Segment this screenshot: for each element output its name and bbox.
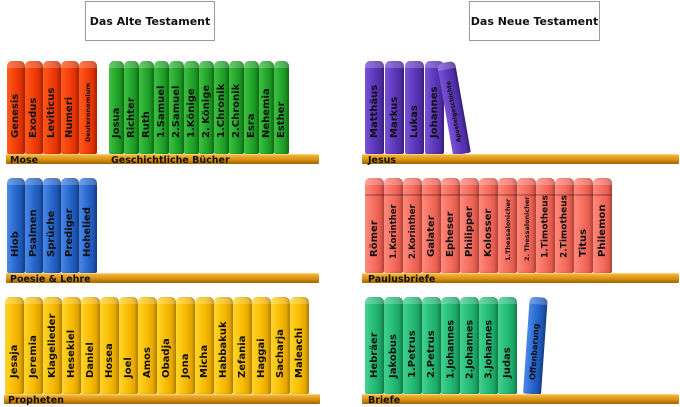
book-esther: Esther: [274, 61, 289, 154]
book-daniel: Daniel: [81, 297, 100, 394]
book-philipper: Philipper: [460, 178, 479, 273]
book-2-johannes: 2.Johannes: [460, 297, 479, 394]
book-1-chronik: 1.Chronik: [214, 61, 229, 154]
book-hosea: Hosea: [100, 297, 119, 394]
shelf-row-2-right: [362, 273, 679, 283]
book-2-petrus: 2.Petrus: [422, 297, 441, 394]
shelf-row-3-right: [362, 394, 679, 404]
shelf-label-propheten: Propheten: [8, 395, 64, 406]
book-prediger: Prediger: [61, 178, 79, 273]
book-zefania: Zefania: [233, 297, 252, 394]
book-1-korinther: 1.Korinther: [384, 178, 403, 273]
book-esra: Esra: [244, 61, 259, 154]
book-markus: Markus: [385, 61, 404, 154]
shelf-row-2-left: [6, 273, 319, 283]
book-2-thessalonicher: 2. Thessalonicher: [517, 178, 536, 273]
book-1-petrus: 1.Petrus: [403, 297, 422, 394]
new-testament-header: Das Neue Testament: [469, 1, 600, 41]
book-philemon: Philemon: [593, 178, 612, 273]
book-jona: Jona: [176, 297, 195, 394]
shelf-label-paulus: Paulusbriefe: [368, 274, 436, 285]
book-2-korinther: 2.Korinther: [403, 178, 422, 273]
book-hesekiel: Hesekiel: [62, 297, 81, 394]
book-joel: Joel: [119, 297, 138, 394]
book-kolosser: Kolosser: [479, 178, 498, 273]
book-deuteronomium: Deuteronomium: [79, 61, 97, 154]
book-1-koenige: 1.Könige: [184, 61, 199, 154]
book-haggai: Haggai: [252, 297, 271, 394]
book-2-chronik: 2.Chronik: [229, 61, 244, 154]
book-1-samuel: 1.Samuel: [154, 61, 169, 154]
book-2-samuel: 2.Samuel: [169, 61, 184, 154]
book-ruth: Ruth: [139, 61, 154, 154]
shelf-row-1-left: [6, 154, 319, 164]
book-psalmen: Psalmen: [25, 178, 43, 273]
book-jesaja: Jesaja: [5, 297, 24, 394]
book-obadja: Obadja: [157, 297, 176, 394]
book-josua: Josua: [109, 61, 124, 154]
book-jeremia: Jeremia: [24, 297, 43, 394]
new-testament-title: Das Neue Testament: [470, 14, 599, 28]
book-numeri: Numeri: [61, 61, 79, 154]
book-sacharja: Sacharja: [271, 297, 290, 394]
shelf-label-jesus: Jesus: [368, 155, 397, 166]
book-sprueche: Sprüche: [43, 178, 61, 273]
shelf-row-3-left: [4, 394, 320, 404]
book-judas: Judas: [498, 297, 517, 394]
book-micha: Micha: [195, 297, 214, 394]
book-lukas: Lukas: [405, 61, 424, 154]
book-exodus: Exodus: [25, 61, 43, 154]
book-amos: Amos: [138, 297, 157, 394]
book-jakobus: Jakobus: [384, 297, 403, 394]
shelf-label-poesie: Poesie & Lehre: [10, 274, 91, 285]
book-genesis: Genesis: [7, 61, 25, 154]
book-2-koenige: 2. Könige: [199, 61, 214, 154]
shelf-label-geschichte: Geschichtliche Bücher: [111, 155, 230, 166]
book-3-johannes: 3.Johannes: [479, 297, 498, 394]
book-galater: Galater: [422, 178, 441, 273]
shelf-row-1-right: [362, 154, 679, 164]
book-maleachi: Maleachi: [290, 297, 309, 394]
book-offenbarung: Offenbarung: [523, 296, 548, 395]
shelf-label-mose: Mose: [10, 155, 39, 166]
book-matthaeus: Matthäus: [365, 61, 384, 154]
book-epheser: Epheser: [441, 178, 460, 273]
book-titus: Titus: [574, 178, 593, 273]
book-leviticus: Leviticus: [43, 61, 61, 154]
book-hohelied: Hohelied: [79, 178, 97, 273]
book-habbakuk: Habbakuk: [214, 297, 233, 394]
book-richter: Richter: [124, 61, 139, 154]
book-1-thessalonicher: 1.Thessalonicher: [498, 178, 517, 273]
book-roemer: Römer: [365, 178, 384, 273]
old-testament-header: Das Alte Testament: [85, 1, 215, 41]
book-hebraeer: Hebräer: [365, 297, 384, 394]
book-1-timotheus: 1.Timotheus: [536, 178, 555, 273]
book-nehemia: Nehemia: [259, 61, 274, 154]
book-2-timotheus: 2.Timotheus: [555, 178, 574, 273]
book-klagelieder: Klagelieder: [43, 297, 62, 394]
book-hiob: Hiob: [7, 178, 25, 273]
shelf-label-briefe: Briefe: [368, 395, 401, 406]
book-1-johannes: 1.Johannes: [441, 297, 460, 394]
old-testament-title: Das Alte Testament: [89, 14, 211, 28]
book-johannes: Johannes: [425, 61, 444, 154]
